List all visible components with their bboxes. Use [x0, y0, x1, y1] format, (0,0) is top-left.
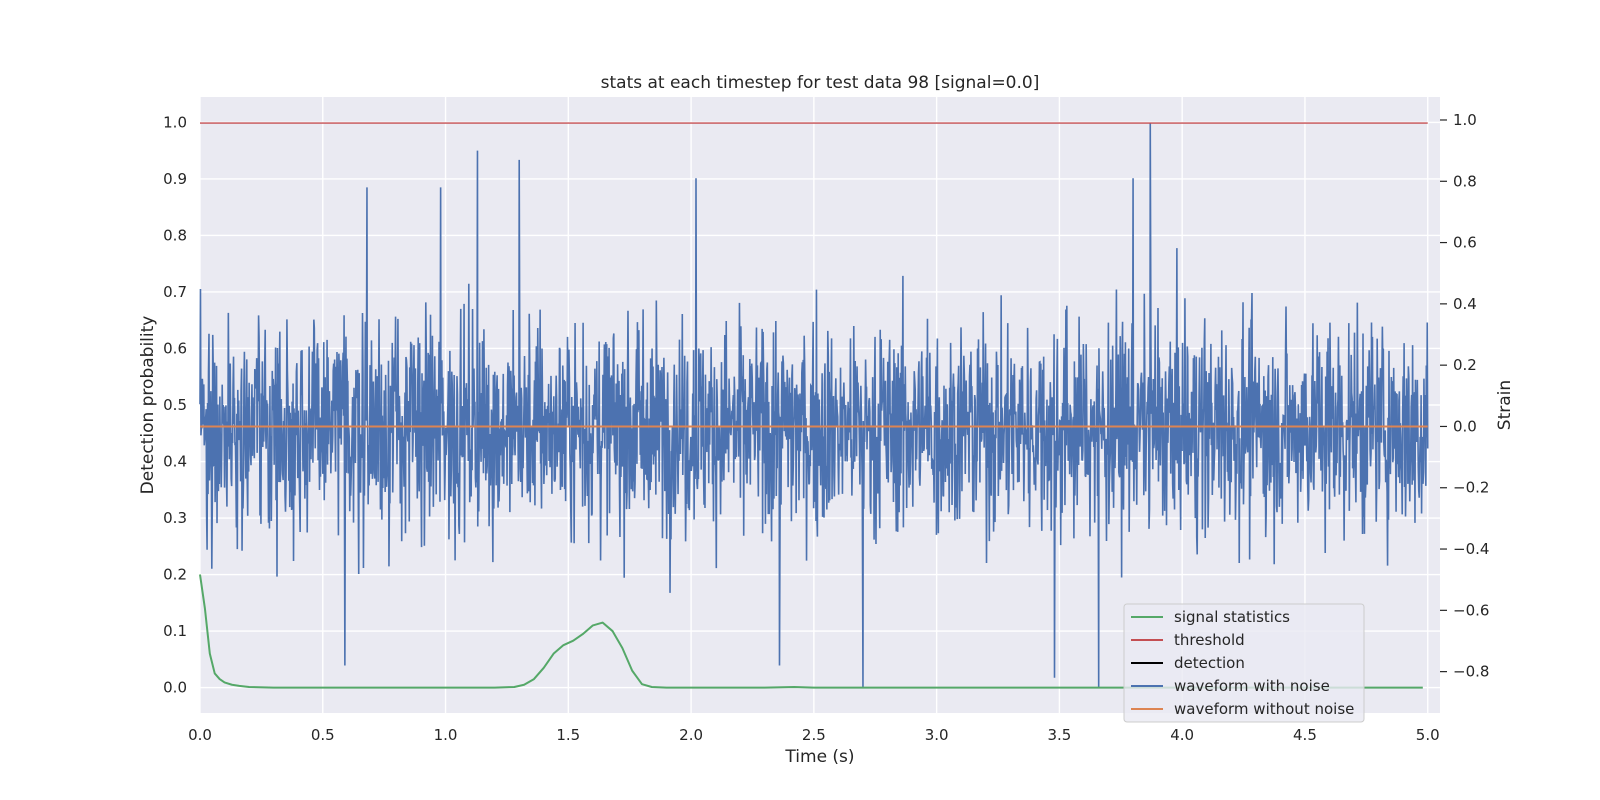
legend-label-threshold: threshold — [1174, 631, 1245, 649]
left-y-tick-label: 0.9 — [163, 170, 187, 188]
left-y-tick-label: 0.3 — [163, 509, 187, 527]
left-y-tick-label: 0.6 — [163, 339, 187, 357]
x-tick-label: 4.0 — [1170, 726, 1194, 744]
left-y-tick-label: 0.0 — [163, 679, 187, 697]
right-y-tick-label: 0.6 — [1453, 234, 1477, 252]
x-tick-label: 3.5 — [1047, 726, 1071, 744]
x-tick-label: 1.5 — [556, 726, 580, 744]
right-y-tick-label: 1.0 — [1453, 111, 1477, 129]
chart-title: stats at each timestep for test data 98 … — [601, 73, 1040, 93]
x-tick-label: 2.5 — [802, 726, 826, 744]
left-y-axis-label: Detection probability — [138, 316, 158, 495]
signal-statistics-line — [199, 574, 1423, 689]
right-y-tick-label: 0.0 — [1453, 417, 1477, 435]
x-tick-label: 0.5 — [311, 726, 335, 744]
right-y-axis-ticks: −0.8 −0.6 −0.4 −0.2 0.0 0.2 0.4 0.6 0.8 1.0 — [1440, 111, 1489, 681]
x-tick-label: 3.0 — [925, 726, 949, 744]
x-tick-label: 4.5 — [1293, 726, 1317, 744]
series-signal-statistics-group — [199, 574, 1423, 689]
right-y-axis-label: Strain — [1495, 380, 1515, 430]
x-axis-label: Time (s) — [784, 747, 854, 767]
legend-box — [1123, 603, 1365, 723]
left-y-tick-label: 0.1 — [163, 622, 187, 640]
right-y-tick-label: 0.8 — [1453, 172, 1477, 190]
left-y-tick-label: 0.4 — [163, 453, 187, 471]
legend-label-detection: detection — [1174, 654, 1245, 672]
right-y-tick-label: −0.4 — [1453, 540, 1489, 558]
right-y-tick-label: 0.2 — [1453, 356, 1477, 374]
x-tick-label: 0.0 — [188, 726, 212, 744]
waveform-with-noise-line — [199, 123, 1429, 687]
left-y-axis-ticks: 0.0 0.1 0.2 0.3 0.4 0.5 0.6 0.7 0.8 0.9 1.0 — [163, 113, 187, 696]
left-y-tick-label: 0.8 — [163, 226, 187, 244]
x-axis-ticks: 0.0 0.5 1.0 1.5 2.0 2.5 3.0 3.5 4.0 4.5 5.0 — [188, 726, 1440, 744]
left-y-tick-label: 1.0 — [163, 113, 187, 131]
series-waveform-with-noise — [199, 123, 1429, 687]
x-tick-label: 2.0 — [679, 726, 703, 744]
left-y-tick-label: 0.2 — [163, 566, 187, 584]
right-y-tick-label: −0.6 — [1453, 601, 1489, 619]
left-y-tick-label: 0.5 — [163, 396, 187, 414]
x-tick-label: 5.0 — [1416, 726, 1440, 744]
right-y-tick-label: −0.2 — [1453, 479, 1489, 497]
right-y-tick-label: 0.4 — [1453, 295, 1477, 313]
legend-label-waveform-without-noise: waveform without noise — [1174, 700, 1354, 718]
legend-label-signal-statistics: signal statistics — [1174, 608, 1290, 626]
legend-label-waveform-with-noise: waveform with noise — [1174, 677, 1330, 695]
right-y-tick-label: −0.8 — [1453, 663, 1489, 681]
left-y-tick-label: 0.7 — [163, 283, 187, 301]
x-tick-label: 1.0 — [434, 726, 458, 744]
legend: signal statistics threshold detection wavef… — [1123, 603, 1365, 723]
